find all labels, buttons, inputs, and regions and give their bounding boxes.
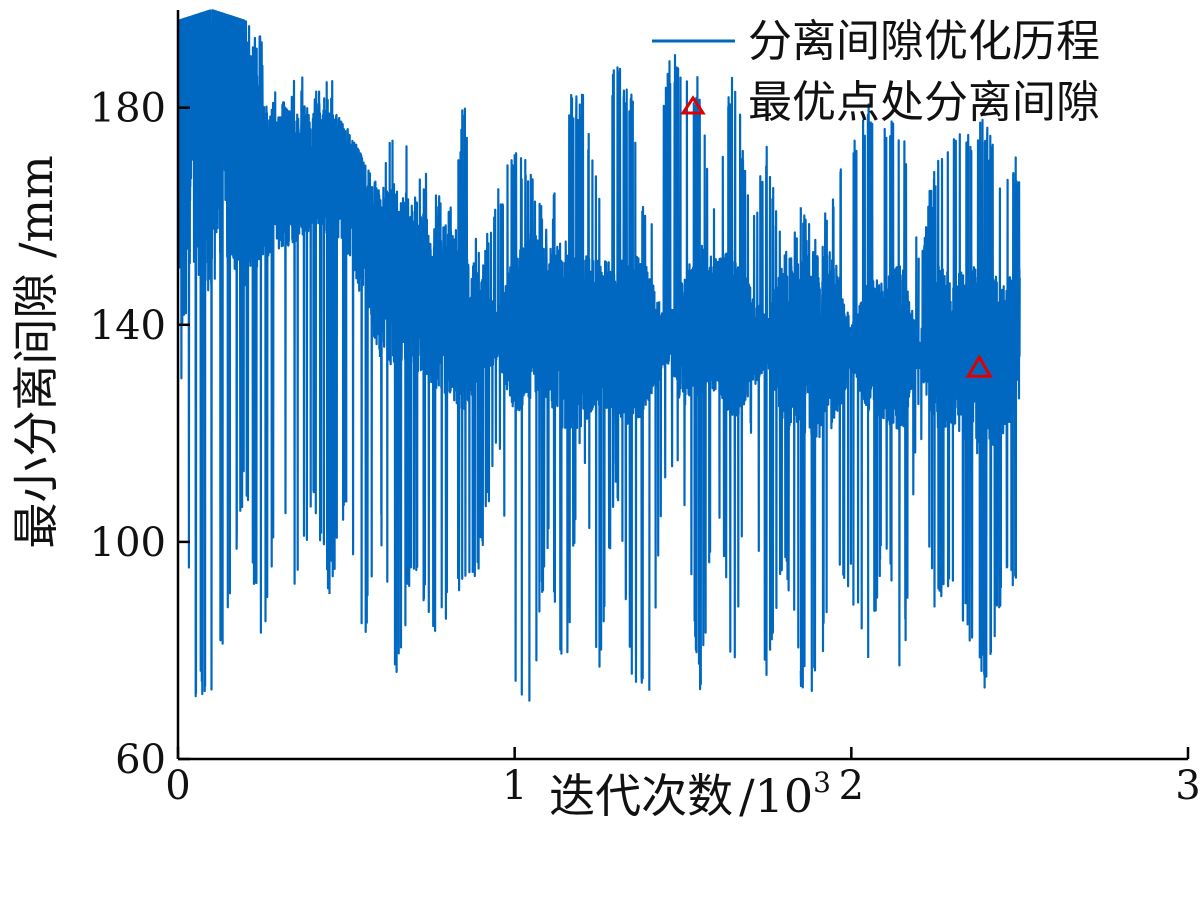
series-line-segment — [193, 9, 213, 698]
series-line-segment — [631, 100, 651, 684]
series-line-segment — [446, 109, 466, 592]
series-line-segment — [479, 208, 499, 547]
series-line-segment — [328, 79, 348, 595]
plot-area — [177, 9, 1021, 702]
series-line-segment — [362, 161, 382, 634]
x-tick-label: 0 — [165, 763, 190, 809]
series-line-segment — [867, 103, 887, 612]
series-line-segment — [766, 175, 786, 651]
y-axis-title: 最小分离间隙 /mm — [9, 155, 63, 548]
legend-triangle-swatch — [680, 95, 706, 115]
series-line-segment — [799, 214, 819, 693]
series-line-segment — [968, 118, 988, 689]
y-tick-label: 180 — [90, 86, 166, 132]
series-line-segment — [244, 20, 264, 634]
series-line-segment — [513, 152, 533, 702]
series-line-segment — [782, 207, 802, 649]
series-line-segment — [412, 172, 432, 614]
series-line-segment — [698, 134, 718, 691]
series-line-segment — [564, 93, 584, 654]
x-axis-title-text: 迭代次数 — [549, 769, 733, 823]
series-line-segment — [614, 66, 634, 675]
x-tick-label: 1 — [502, 763, 527, 809]
series-line-segment — [429, 194, 449, 633]
x-axis-title-exponent: 3 — [813, 766, 831, 799]
series-line-segment — [177, 14, 196, 569]
y-tick-label: 60 — [115, 737, 166, 783]
series-line-segment — [597, 69, 617, 668]
x-axis-title: 迭代次数/103 — [549, 766, 831, 823]
series-line-segment — [934, 151, 954, 598]
y-tick-label: 100 — [90, 520, 166, 566]
series-line-segment — [1001, 156, 1021, 587]
series-line-segment — [496, 159, 516, 517]
best-point-marker — [965, 354, 993, 378]
series-line-segment — [395, 145, 415, 655]
series-line-segment — [833, 168, 853, 588]
series-line-segment — [378, 139, 398, 674]
series-line-segment — [345, 128, 365, 625]
series-line-segment — [816, 198, 836, 653]
series-line-segment — [917, 170, 937, 608]
series-line-segment — [900, 140, 920, 642]
series-line-segment — [294, 76, 314, 571]
series-line-segment — [210, 9, 230, 645]
series-line-segment — [732, 90, 752, 659]
series-line-segment — [261, 64, 281, 623]
series-line-segment — [715, 76, 735, 653]
series-line-segment — [984, 126, 1004, 678]
series-line-segment — [951, 133, 971, 626]
x-tick-label: 3 — [1175, 763, 1200, 809]
x-axis-title-suffix: /10 — [739, 769, 813, 823]
legend-label-history: 分离间隙优化历程 — [748, 16, 1100, 67]
series-line-segment — [749, 145, 769, 677]
series-line-segment — [850, 113, 870, 659]
axes — [176, 10, 1190, 761]
series-line-segment — [580, 93, 600, 649]
legend-label-best-point: 最优点处分离间隙 — [748, 77, 1100, 128]
series-line-segment — [530, 178, 550, 662]
series-line-segment — [547, 192, 567, 655]
series-line-segment — [463, 107, 483, 578]
series-line-segment — [665, 53, 685, 468]
legend: 分离间隙优化历程 最优点处分离间隙 — [652, 16, 1100, 128]
series-line-segment — [277, 79, 297, 585]
x-tick-label: 2 — [839, 763, 864, 809]
series-line-segment — [883, 120, 903, 667]
y-tick-label: 140 — [90, 303, 166, 349]
series-line-segment — [681, 75, 701, 665]
series-line-segment — [648, 86, 668, 691]
best-point-layer — [965, 354, 993, 378]
series-line-segment — [227, 14, 247, 595]
series-line-segment — [311, 81, 331, 590]
